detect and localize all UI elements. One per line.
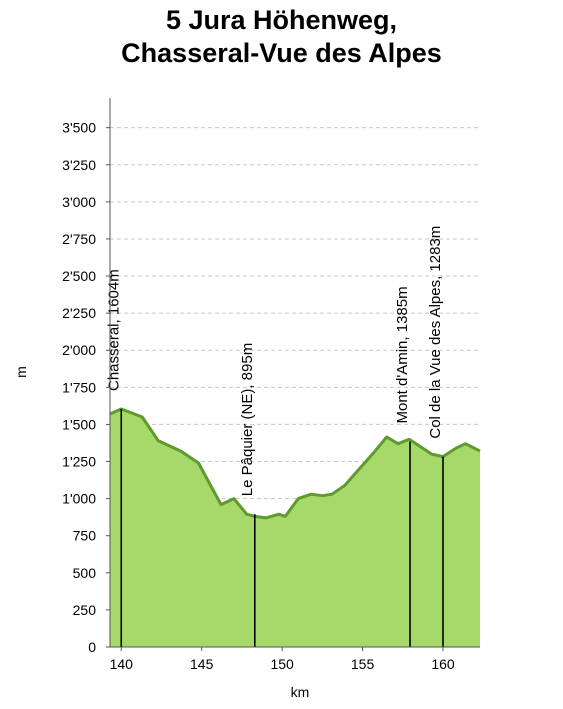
y-tick-label: 3'000 [62, 194, 96, 210]
y-tick-label: 2'250 [62, 305, 96, 321]
y-axis-label: m [13, 366, 29, 378]
x-tick-labels: 140 145 150 155 160 [110, 647, 455, 672]
elevation-area [110, 409, 480, 647]
x-tick-label: 150 [270, 656, 294, 672]
y-tick-label: 750 [73, 528, 97, 544]
x-axis-label: km [291, 684, 310, 700]
x-tick-label: 160 [431, 656, 455, 672]
y-tick-label: 0 [88, 639, 96, 655]
x-tick-label: 140 [110, 656, 134, 672]
y-tick-label: 3'500 [62, 120, 96, 136]
x-tick-label: 145 [190, 656, 214, 672]
waypoint-label: Mont d'Amin, 1385m [394, 286, 411, 423]
elevation-line [109, 407, 481, 520]
y-tick-label: 2'500 [62, 268, 96, 284]
waypoint-label: Le Pâquier (NE), 895m [239, 343, 256, 496]
x-tick-label: 155 [351, 656, 375, 672]
y-tick-label: 250 [73, 602, 97, 618]
waypoint-label: Col de la Vue des Alpes, 1283m [427, 226, 444, 439]
chart-title-line-2: Chasseral-Vue des Alpes [121, 38, 442, 68]
y-tick-label: 1'750 [62, 379, 96, 395]
axes [109, 98, 480, 648]
chart-title: 5 Jura Höhenweg, Chasseral-Vue des Alpes [0, 4, 563, 70]
y-tick-label: 1'250 [62, 454, 96, 470]
y-tick-label: 2'750 [62, 231, 96, 247]
y-tick-label: 1'000 [62, 491, 96, 507]
chart-title-line-1: 5 Jura Höhenweg, [165, 5, 398, 35]
y-tick-label: 2'000 [62, 342, 96, 358]
y-tick-label: 3'250 [62, 157, 96, 173]
waypoint-label: Chasseral, 1604m [105, 269, 122, 391]
y-tick-label: 1'500 [62, 416, 96, 432]
y-tick-label: 500 [73, 565, 97, 581]
waypoint-markers: Chasseral, 1604m Le Pâquier (NE), 895m Mon… [105, 226, 444, 647]
y-tick-labels: 0 250 500 750 1'000 1'250 1'500 1'750 2'000 2'250… [62, 120, 110, 655]
